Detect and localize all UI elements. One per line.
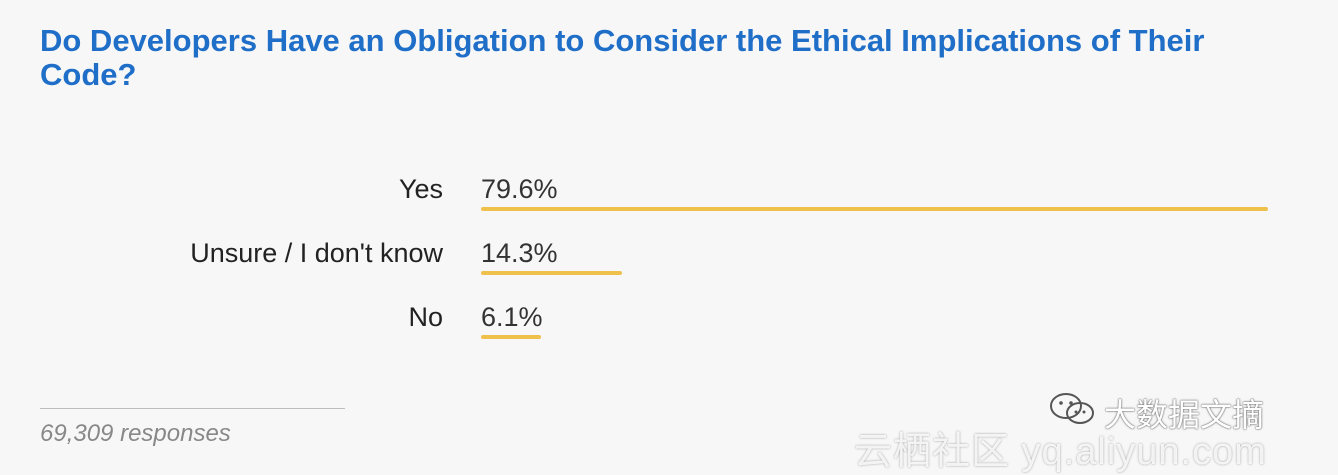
watermark-site: 云栖社区 yq.aliyun.com	[854, 431, 1267, 473]
bar	[481, 335, 541, 339]
watermark: 大数据文摘 云栖社区 yq.aliyun.com	[848, 388, 1308, 473]
chart-title: Do Developers Have an Obligation to Cons…	[40, 23, 1205, 92]
category-label: Yes	[398, 174, 443, 204]
bar-row: No 6.1%	[0, 296, 1338, 352]
watermark-brand: 大数据文摘	[1104, 397, 1265, 433]
value-label: 6.1%	[481, 302, 543, 332]
category-label: No	[408, 302, 443, 332]
bar-row: Yes 79.6%	[0, 168, 1338, 224]
response-count: 69,309 responses	[40, 420, 231, 447]
bar	[481, 207, 1268, 211]
bar-row: Unsure / I don't know 14.3%	[0, 232, 1338, 288]
bar	[481, 271, 622, 275]
wechat-icon	[1050, 393, 1094, 424]
value-label: 79.6%	[481, 174, 558, 204]
category-label: Unsure / I don't know	[190, 238, 443, 268]
value-label: 14.3%	[481, 238, 558, 268]
footer-divider	[40, 408, 345, 409]
